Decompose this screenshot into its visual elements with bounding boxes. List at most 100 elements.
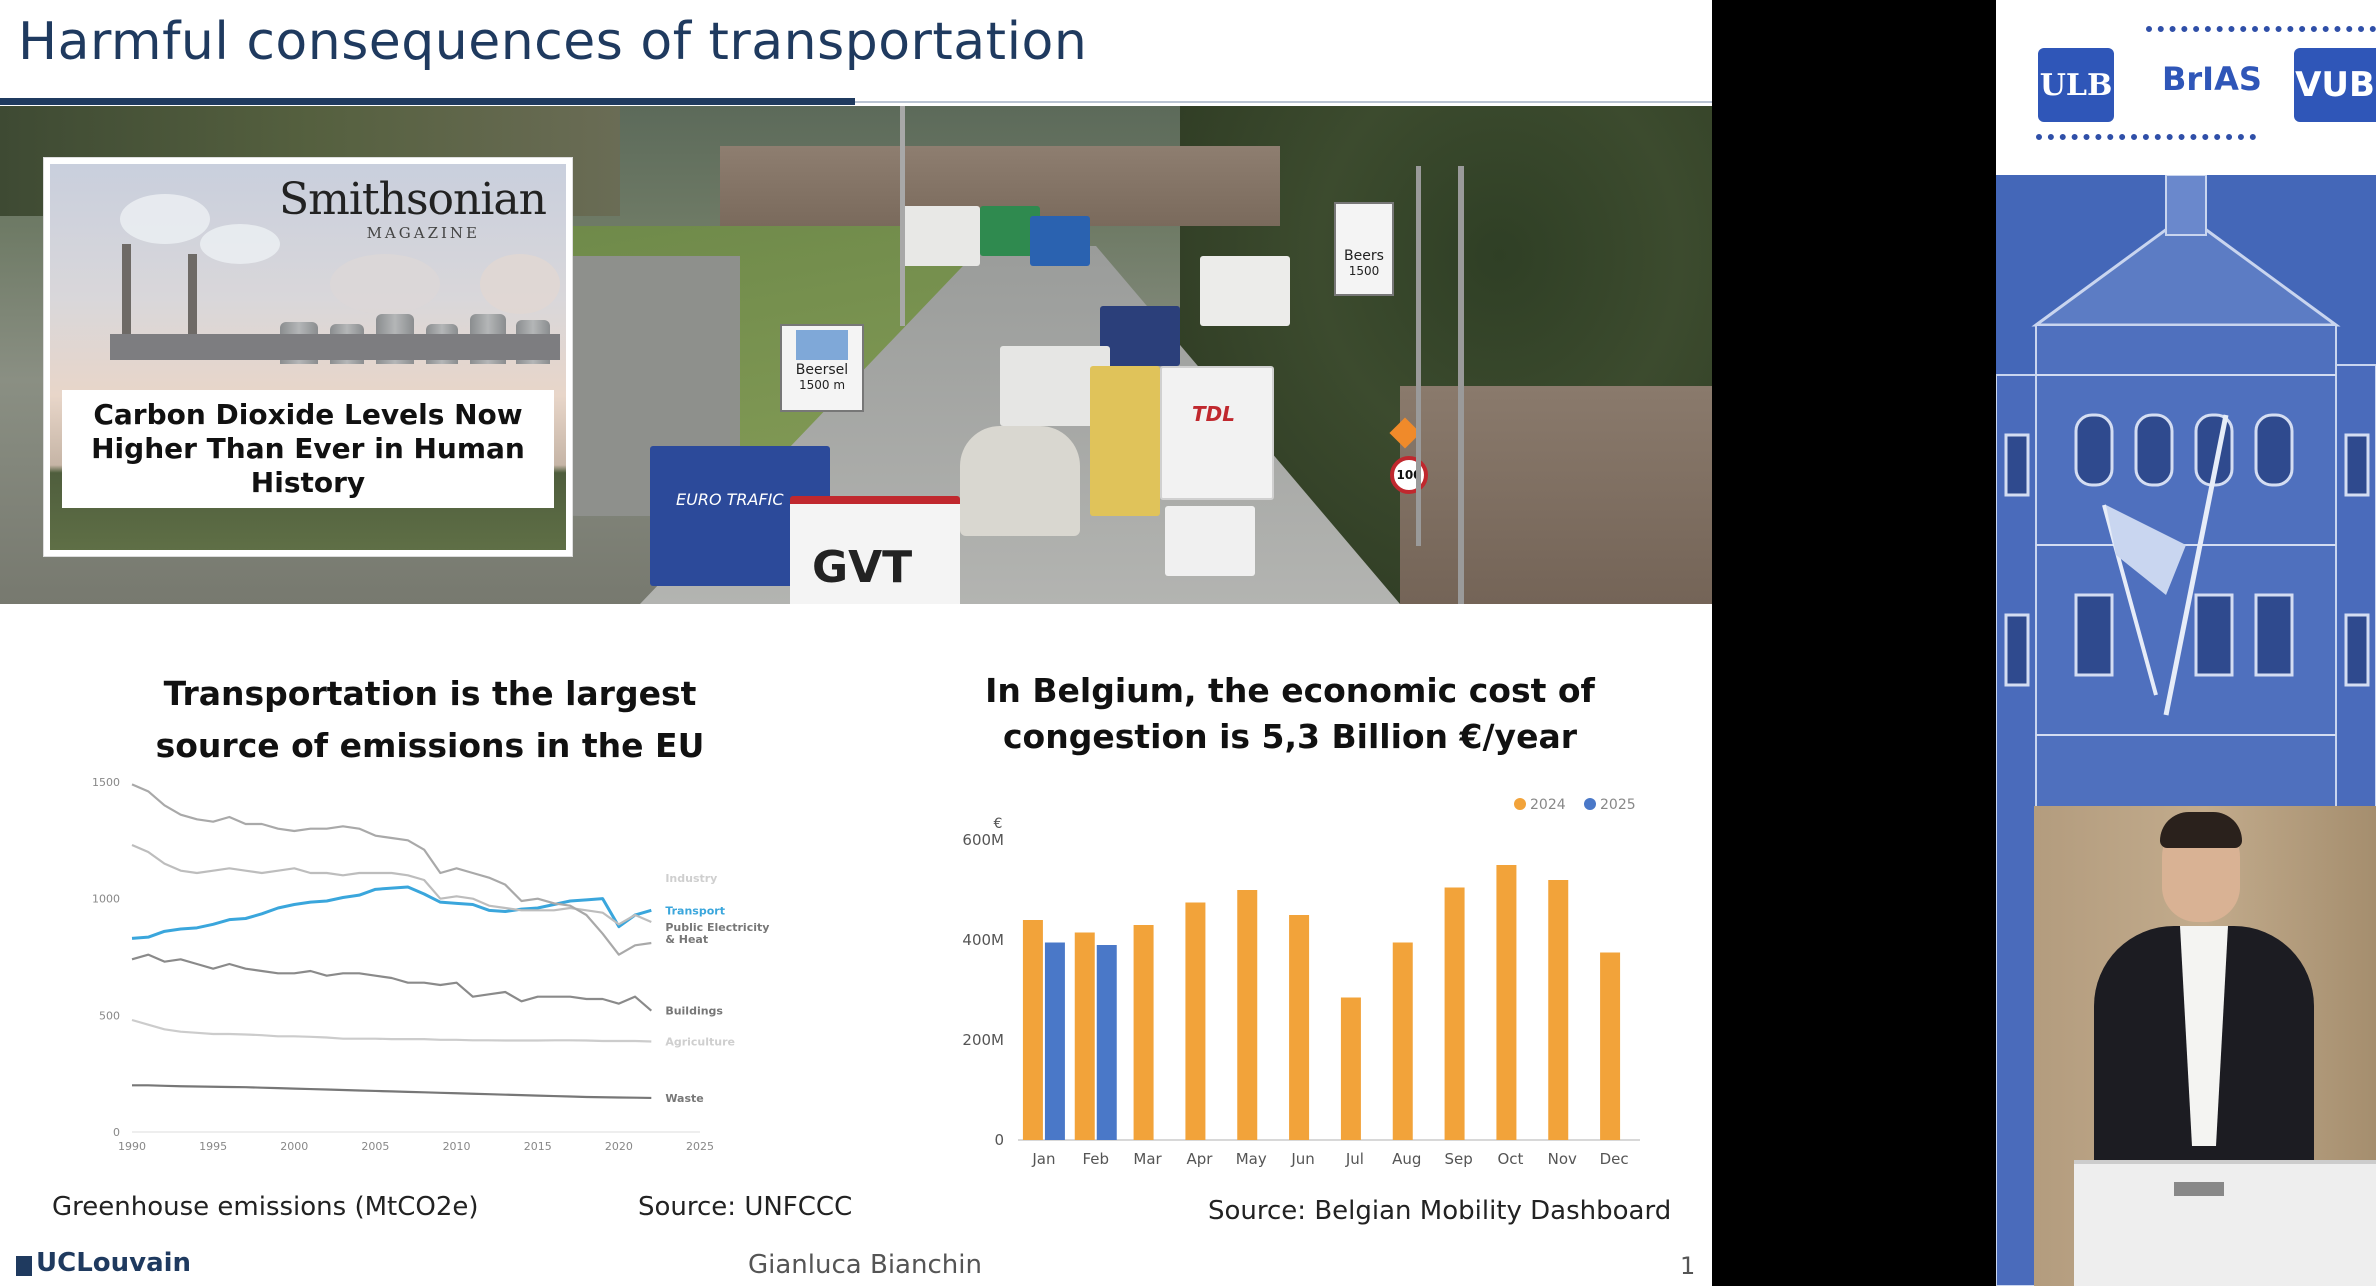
bar-2024-apr xyxy=(1185,902,1206,1140)
road-sign-beersel-icon xyxy=(796,330,848,360)
y-tick-label: 0 xyxy=(994,1131,1004,1149)
y-tick-label: 1000 xyxy=(92,893,120,906)
smoke-plume xyxy=(120,194,210,244)
brias-logo: BrIAS xyxy=(2162,60,2262,98)
series-line-public-electricity-heat xyxy=(131,783,652,956)
y-tick-label: 200M xyxy=(962,1031,1004,1049)
bar-2024-jun xyxy=(1289,915,1310,1140)
truck-tdl-label: TDL xyxy=(1192,402,1235,426)
light-pole xyxy=(1458,166,1464,604)
x-tick-label: Apr xyxy=(1186,1150,1213,1168)
bar-2024-jul xyxy=(1340,997,1361,1140)
ulb-logo: ULB xyxy=(2038,48,2114,122)
light-pole xyxy=(900,106,905,326)
slide-header: Harmful consequences of transportation xyxy=(0,0,1712,105)
series-label: Waste xyxy=(665,1092,703,1105)
legend-swatch-2024 xyxy=(1514,798,1526,810)
road-sign-beersel-name: Beersel xyxy=(795,362,849,378)
series-label: Transport xyxy=(665,904,725,917)
bar-2024-aug xyxy=(1392,942,1413,1140)
smithsonian-article-card: Smithsonian MAGAZINE Carbon Dioxide Leve… xyxy=(44,158,572,556)
x-tick-label: 2010 xyxy=(443,1140,471,1153)
bar-2024-dec xyxy=(1600,952,1621,1140)
series-label: Buildings xyxy=(665,1005,723,1018)
right-chart-heading-text: In Belgium, the economic cost of congest… xyxy=(985,671,1595,756)
left-chart-heading: Transportation is the largest source of … xyxy=(100,668,760,772)
road-sign-beersel-2: Beers 1500 xyxy=(1334,202,1394,296)
header-rule xyxy=(0,98,855,105)
right-chart-heading: In Belgium, the economic cost of congest… xyxy=(950,668,1630,760)
x-tick-label: 2000 xyxy=(280,1140,308,1153)
y-tick-label: 400M xyxy=(962,931,1004,949)
bar-2024-nov xyxy=(1548,880,1569,1140)
truck-white-3 xyxy=(900,206,980,266)
x-tick-label: Jun xyxy=(1290,1150,1314,1168)
smoke-plume xyxy=(200,224,280,264)
x-tick-label: Nov xyxy=(1548,1150,1577,1168)
series-label: Agriculture xyxy=(665,1035,735,1048)
power-plant-image: Smithsonian MAGAZINE Carbon Dioxide Leve… xyxy=(50,164,566,550)
x-tick-label: Dec xyxy=(1600,1150,1629,1168)
truck-white-2 xyxy=(1090,366,1160,516)
x-tick-label: 2005 xyxy=(361,1140,389,1153)
noise-wall xyxy=(1400,386,1712,604)
presentation-slide: Harmful consequences of transportation E… xyxy=(0,0,1712,1286)
slide-footer: UCLouvain Gianluca Bianchin 1 xyxy=(0,1244,1712,1286)
x-tick-label: Aug xyxy=(1392,1150,1421,1168)
congestion-bar-chart: €0 200M 400M 600M Jan Feb Mar Apr May Jun Jul Aug Se… xyxy=(962,797,1640,1168)
x-tick-label: 2015 xyxy=(524,1140,552,1153)
presenter-name: Gianluca Bianchin xyxy=(748,1250,982,1280)
y-unit-label: € xyxy=(994,816,1003,832)
truck-gvt: GVT xyxy=(790,496,960,604)
smithsonian-logo: Smithsonian xyxy=(278,174,547,225)
series-line-buildings xyxy=(131,953,653,1012)
smoke-plume xyxy=(330,254,440,314)
x-tick-label: 1990 xyxy=(118,1140,146,1153)
bar-2024-feb xyxy=(1074,932,1095,1140)
y-tick-label: 600M xyxy=(962,831,1004,849)
x-tick-label: Jan xyxy=(1031,1150,1055,1168)
bar-2025-jan xyxy=(1044,942,1065,1140)
x-tick-label: 2020 xyxy=(605,1140,633,1153)
truck-white-4 xyxy=(1200,256,1290,326)
series-line-transport xyxy=(131,885,652,940)
uclouvain-logo-icon xyxy=(16,1256,32,1276)
bar-2024-mar xyxy=(1133,925,1154,1140)
y-tick-label: 0 xyxy=(113,1126,120,1139)
slide-title: Harmful consequences of transportation xyxy=(18,12,1088,72)
x-tick-label: Sep xyxy=(1444,1150,1472,1168)
emissions-line-chart: 0 500 1000 1500 1990 1995 2000 2005 2010 2015 2020… xyxy=(92,776,769,1153)
podium-plate xyxy=(2174,1182,2224,1196)
vub-logo: VUB xyxy=(2294,48,2376,122)
road-sign-beersel-2-distance: 1500 xyxy=(1348,264,1380,278)
speed-limit-sign: 100 xyxy=(1390,456,1428,494)
smithsonian-magazine-label: MAGAZINE xyxy=(366,224,480,242)
x-tick-label: Oct xyxy=(1497,1150,1523,1168)
y-tick-label: 500 xyxy=(99,1009,120,1022)
x-tick-label: Feb xyxy=(1082,1150,1109,1168)
podium xyxy=(2074,1160,2376,1286)
road-sign-beersel-distance: 1500 m xyxy=(798,378,846,392)
chimney xyxy=(122,244,131,354)
dotted-rule xyxy=(2036,134,2256,140)
x-tick-label: Mar xyxy=(1133,1150,1162,1168)
legend-label: 2024 xyxy=(1530,797,1566,813)
van-white xyxy=(1165,506,1255,576)
legend-label: 2025 xyxy=(1600,797,1636,813)
bar-2025-feb xyxy=(1096,945,1117,1140)
bar-2024-oct xyxy=(1496,865,1517,1140)
article-headline-text: Carbon Dioxide Levels Now Higher Than Ev… xyxy=(91,398,525,499)
dotted-rule xyxy=(2146,26,2376,32)
left-chart-source: Source: UNFCCC xyxy=(638,1192,853,1222)
truck-blue xyxy=(1100,306,1180,366)
plant-building xyxy=(110,334,560,360)
uclouvain-label: UCLouvain xyxy=(36,1248,192,1278)
series-line-industry xyxy=(131,843,652,926)
series-line-waste xyxy=(132,1084,652,1100)
presenter-webcam xyxy=(2034,806,2376,1286)
header-rule-thin xyxy=(855,101,1712,103)
page-number: 1 xyxy=(1680,1252,1696,1280)
x-tick-label: May xyxy=(1236,1150,1267,1168)
truck-tdl: TDL xyxy=(1160,366,1274,500)
speed-limit-value: 100 xyxy=(1396,468,1422,482)
